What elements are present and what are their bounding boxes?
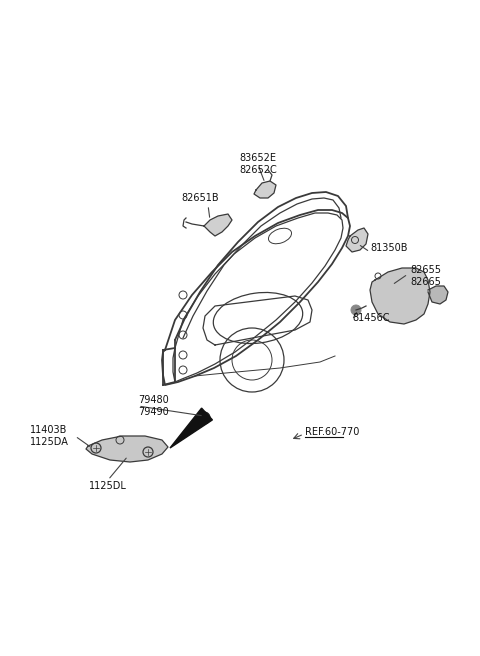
Text: 81456C: 81456C	[352, 313, 389, 323]
Text: 82655: 82655	[410, 265, 441, 275]
Text: 82652C: 82652C	[239, 165, 277, 175]
Polygon shape	[346, 228, 368, 252]
Text: 83652E: 83652E	[240, 153, 276, 163]
Text: REF.60-770: REF.60-770	[305, 427, 360, 437]
Text: 79480: 79480	[138, 395, 169, 405]
Text: 81350B: 81350B	[370, 243, 408, 253]
Polygon shape	[370, 268, 430, 324]
Polygon shape	[428, 286, 448, 304]
Polygon shape	[204, 214, 232, 236]
Text: 79490: 79490	[138, 407, 169, 417]
Text: 82651B: 82651B	[181, 193, 219, 203]
Polygon shape	[170, 408, 213, 448]
Polygon shape	[86, 436, 168, 462]
Circle shape	[198, 412, 210, 424]
Text: 1125DA: 1125DA	[30, 437, 69, 447]
Polygon shape	[254, 181, 276, 198]
Circle shape	[351, 305, 361, 315]
Text: 11403B: 11403B	[30, 425, 67, 435]
Text: 1125DL: 1125DL	[89, 481, 127, 491]
Text: 82665: 82665	[410, 277, 441, 287]
